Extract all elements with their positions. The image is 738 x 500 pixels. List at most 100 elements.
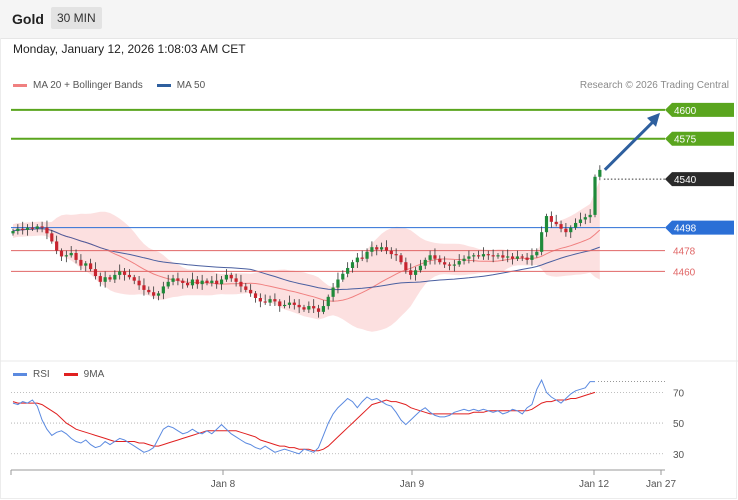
- candle-up: [350, 262, 355, 268]
- candle-down: [132, 277, 136, 281]
- candle-up: [224, 274, 228, 280]
- ma20-line: [12, 228, 601, 302]
- candle-up: [452, 264, 456, 266]
- candle-up: [11, 231, 15, 234]
- timestamp: Monday, January 12, 2026 1:08:03 AM CET: [13, 42, 246, 56]
- candle-up: [64, 255, 68, 257]
- pivot-tag: [665, 220, 734, 235]
- legend-rsi: RSI: [13, 369, 50, 380]
- time-tick-label: Jan 9: [400, 479, 425, 490]
- candle-down: [30, 227, 34, 229]
- rsi-swatch: [13, 373, 27, 376]
- candle-down: [152, 292, 156, 296]
- candle-up: [598, 169, 602, 177]
- candle-down: [249, 289, 253, 294]
- candle-down: [510, 256, 515, 259]
- legend-rsi-ma: 9MA: [63, 369, 105, 380]
- candle-down: [89, 263, 93, 270]
- candle-up: [171, 278, 175, 282]
- candle-down: [50, 233, 54, 242]
- candle-up: [161, 286, 165, 294]
- candle-down: [253, 293, 258, 298]
- pivot-label: 4498: [674, 224, 697, 235]
- candle-down: [447, 264, 452, 266]
- candle-down: [122, 271, 127, 275]
- candle-down: [312, 306, 316, 309]
- candle-down: [549, 216, 553, 222]
- legend-ma50: MA 50: [156, 80, 206, 91]
- candle-down: [404, 262, 408, 271]
- candle-up: [118, 271, 122, 275]
- candle-down: [176, 278, 180, 281]
- ma20-swatch: [13, 84, 27, 87]
- rsi-ma-swatch: [63, 373, 78, 376]
- candle-up: [346, 267, 350, 274]
- candle-down: [292, 302, 296, 305]
- candle-down: [360, 257, 364, 259]
- candle-up: [370, 247, 374, 252]
- candle-down: [181, 280, 185, 283]
- candle-up: [418, 265, 422, 271]
- candle-down: [215, 280, 219, 285]
- candle-down: [21, 228, 25, 230]
- candle-up: [515, 256, 519, 259]
- rsi-ma-line: [12, 391, 596, 452]
- candle-up: [472, 255, 476, 257]
- candle-down: [477, 255, 481, 257]
- rsi-tick-label: 70: [673, 388, 685, 399]
- legend-rsi-ma-label: 9MA: [83, 369, 105, 380]
- candle-up: [210, 280, 214, 283]
- candle-down: [108, 277, 112, 280]
- candle-up: [380, 247, 384, 250]
- last-price-tag: [665, 172, 734, 187]
- candle-up: [355, 257, 359, 263]
- candle-down: [520, 256, 524, 258]
- candle-up: [578, 219, 583, 223]
- candle-up: [103, 277, 107, 282]
- candle-down: [525, 257, 529, 260]
- candle-down: [486, 254, 490, 256]
- candle-up: [190, 279, 195, 286]
- candle-up: [16, 228, 20, 232]
- candle-up: [336, 279, 340, 288]
- candle-down: [564, 228, 568, 233]
- resistance-1-tag: [665, 131, 734, 146]
- ma50-swatch: [156, 84, 171, 87]
- candle-down: [316, 308, 321, 312]
- resistance-2-label: 4600: [674, 106, 697, 117]
- candle-down: [142, 285, 146, 290]
- timeframe-button[interactable]: 30 MIN: [51, 7, 102, 29]
- candle-up: [540, 232, 544, 252]
- candle-down: [302, 307, 306, 310]
- candle-up: [506, 256, 510, 258]
- candle-down: [273, 299, 277, 302]
- candle-up: [341, 273, 345, 280]
- candle-up: [219, 279, 224, 285]
- rsi-tick-label: 30: [673, 450, 685, 461]
- candle-up: [268, 299, 272, 303]
- candle-down: [491, 255, 495, 257]
- last-price-label: 4540: [674, 175, 697, 186]
- candle-down: [234, 278, 238, 282]
- resistance-1-label: 4575: [674, 135, 697, 146]
- support-2-label: 4460: [673, 267, 696, 278]
- candle-up: [467, 256, 471, 259]
- candle-down: [258, 297, 262, 302]
- legend-ma50-label: MA 50: [176, 80, 206, 91]
- candle-down: [229, 274, 233, 279]
- legend-ma20: MA 20 + Bollinger Bands: [13, 80, 143, 91]
- candle-down: [399, 255, 403, 263]
- candle-down: [297, 304, 301, 308]
- candle-up: [574, 222, 578, 228]
- candle-up: [423, 259, 427, 266]
- candle-up: [457, 261, 461, 265]
- candle-up: [200, 280, 204, 285]
- candle-down: [501, 255, 505, 258]
- candle-down: [443, 262, 447, 265]
- candle-down: [45, 227, 49, 234]
- candle-down: [384, 247, 389, 251]
- candle-up: [321, 306, 325, 312]
- candle-down: [389, 250, 393, 255]
- candle-down: [40, 226, 44, 228]
